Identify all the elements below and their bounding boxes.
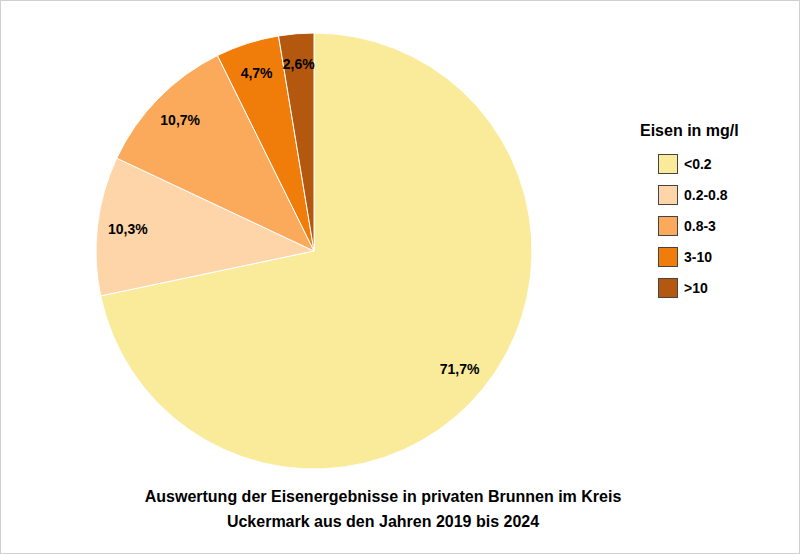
svg-text:10,3%: 10,3% xyxy=(108,221,148,237)
html-text:0.8-3: 0.8-3 xyxy=(684,217,716,234)
svg-text:10,7%: 10,7% xyxy=(160,112,200,128)
html-text:Eisen in mg/l: Eisen in mg/l xyxy=(640,122,739,139)
html-text:>10: >10 xyxy=(684,279,708,296)
svg-text:71,7%: 71,7% xyxy=(440,361,480,377)
html-text:<0.2: <0.2 xyxy=(684,155,712,172)
html-text:Auswertung der Eisenergebnisse: Auswertung der Eisenergebnisse in privat… xyxy=(144,488,622,530)
svg-text:4,7%: 4,7% xyxy=(241,65,273,81)
svg-text:2,6%: 2,6% xyxy=(283,56,315,72)
html-text:3-10: 3-10 xyxy=(684,248,712,265)
html-text:0.2-0.8: 0.2-0.8 xyxy=(684,186,728,203)
